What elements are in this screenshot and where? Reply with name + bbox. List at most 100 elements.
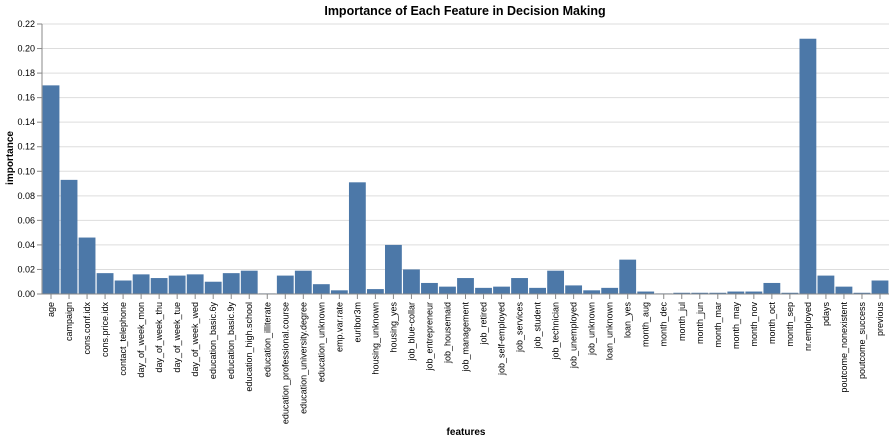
x-tick-label: housing_unknown (370, 302, 380, 375)
x-tick-label: poutcome_nonexistent (839, 302, 849, 393)
x-tick-label: contact_telephone (118, 302, 128, 376)
bar-emp-var-rate (330, 290, 348, 294)
y-tick-label: 0.12 (17, 142, 35, 152)
x-tick-label: job_unemployed (569, 302, 579, 369)
bar-job-unemployed (565, 285, 583, 294)
bar-month-oct (763, 282, 781, 294)
bar-euribor3m (348, 182, 366, 294)
bar-month-sep (781, 292, 799, 294)
bar-previous (871, 280, 889, 294)
bar-poutcome-nonexistent (835, 286, 853, 294)
x-axis-ticks: age campaign cons.conf.idx cons.price.idx co… (46, 294, 885, 424)
bar-job-technician (547, 270, 565, 294)
y-tick-label: 0.20 (17, 44, 35, 54)
x-tick-label: job_self-employed (497, 302, 507, 376)
x-tick-label: job_blue-collar (406, 302, 416, 362)
x-tick-label: nr.employed (803, 302, 813, 351)
x-tick-label: education_high.school (244, 302, 254, 392)
x-tick-label: loan_unknown (605, 302, 615, 360)
x-tick-label: month_jun (695, 302, 705, 344)
x-tick-label: education_unknown (316, 302, 326, 382)
bar-job-unknown (583, 290, 601, 294)
x-tick-label: housing_yes (388, 302, 398, 353)
bar-education-professional-course (276, 275, 294, 294)
x-tick-label: loan_yes (623, 302, 633, 339)
x-tick-label: job_student (533, 302, 543, 350)
bar-day-of-week-tue (168, 275, 186, 294)
x-tick-label: day_of_week_tue (172, 302, 182, 373)
bar-job-retired (475, 287, 492, 294)
y-tick-label: 0.06 (17, 215, 35, 225)
y-tick-label: 0.14 (17, 117, 35, 127)
y-tick-label: 0.10 (17, 166, 35, 176)
gridlines (42, 23, 889, 295)
x-tick-label: previous (875, 302, 885, 337)
y-axis-ticks: 0.00 0.02 0.04 0.06 0.08 0.10 0.12 0.14 0.16 0.18… (17, 19, 42, 299)
bar-job-blue-collar (403, 269, 420, 294)
bar-month-jun (691, 292, 709, 294)
x-tick-label: age (46, 302, 56, 317)
bar-housing-unknown (366, 289, 384, 294)
x-tick-label: education_professional.course (280, 302, 290, 424)
x-tick-label: month_aug (641, 302, 651, 347)
axes (41, 24, 889, 295)
y-tick-label: 0.16 (17, 93, 35, 103)
x-tick-label: job_housemaid (442, 302, 452, 364)
x-tick-label: job_technician (551, 302, 561, 361)
bar-housing-yes (385, 244, 402, 294)
x-tick-label: month_mar (713, 302, 723, 348)
x-axis-title: features (447, 427, 486, 438)
x-tick-label: job_entrepreneur (424, 302, 434, 372)
x-tick-label: month_nov (749, 302, 759, 347)
x-tick-label: education_university.degree (298, 302, 308, 414)
bar-month-mar (709, 292, 727, 294)
y-tick-label: 0.08 (17, 191, 35, 201)
bar-poutcome-success (853, 292, 871, 294)
x-tick-label: month_jul (677, 302, 687, 341)
y-tick-label: 0.22 (17, 19, 35, 29)
x-tick-label: education_basic.6y (208, 302, 218, 380)
x-tick-label: pdays (821, 302, 831, 327)
y-tick-label: 0.04 (17, 240, 35, 250)
bar-education-high-school (240, 270, 258, 294)
bar-education-unknown (312, 284, 330, 294)
bar-job-management (457, 278, 474, 294)
x-tick-label: day_of_week_mon (136, 302, 146, 378)
bar-month-aug (637, 291, 655, 294)
bar-day-of-week-mon (132, 274, 150, 294)
bar-job-services (511, 278, 528, 294)
bar-job-housemaid (439, 286, 456, 294)
bar-job-self-employed (493, 286, 510, 294)
bar-cons-conf-idx (78, 237, 96, 294)
x-tick-label: month_may (731, 302, 741, 350)
bar-contact-telephone (114, 280, 132, 294)
bar-day-of-week-wed (186, 274, 204, 294)
bar-age (42, 85, 60, 294)
x-tick-label: cons.conf.idx (82, 302, 92, 355)
bar-loan-unknown (601, 287, 619, 294)
x-tick-label: month_sep (785, 302, 795, 347)
bar-education-basic-6y (204, 281, 222, 294)
y-tick-label: 0.18 (17, 68, 35, 78)
x-tick-label: job_management (461, 302, 471, 373)
bar-nr-employed (799, 38, 817, 295)
x-tick-label: job_services (515, 302, 525, 354)
bar-education-university-degree (294, 270, 312, 294)
x-tick-label: day_of_week_wed (190, 302, 200, 377)
bars (42, 38, 889, 295)
bar-day-of-week-thu (150, 278, 168, 294)
x-tick-label: month_dec (659, 302, 669, 347)
bar-month-jul (673, 292, 691, 294)
bar-pdays (817, 275, 835, 294)
x-tick-label: campaign (64, 302, 74, 341)
y-axis-title: importance (5, 131, 16, 185)
bar-month-nov (745, 291, 763, 294)
y-tick-label: 0.02 (17, 264, 35, 274)
x-tick-label: job_retired (479, 302, 489, 346)
x-tick-label: education_illiterate (262, 302, 272, 377)
bar-campaign (60, 179, 78, 294)
x-tick-label: month_oct (767, 302, 777, 345)
y-tick-label: 0.00 (17, 289, 35, 299)
